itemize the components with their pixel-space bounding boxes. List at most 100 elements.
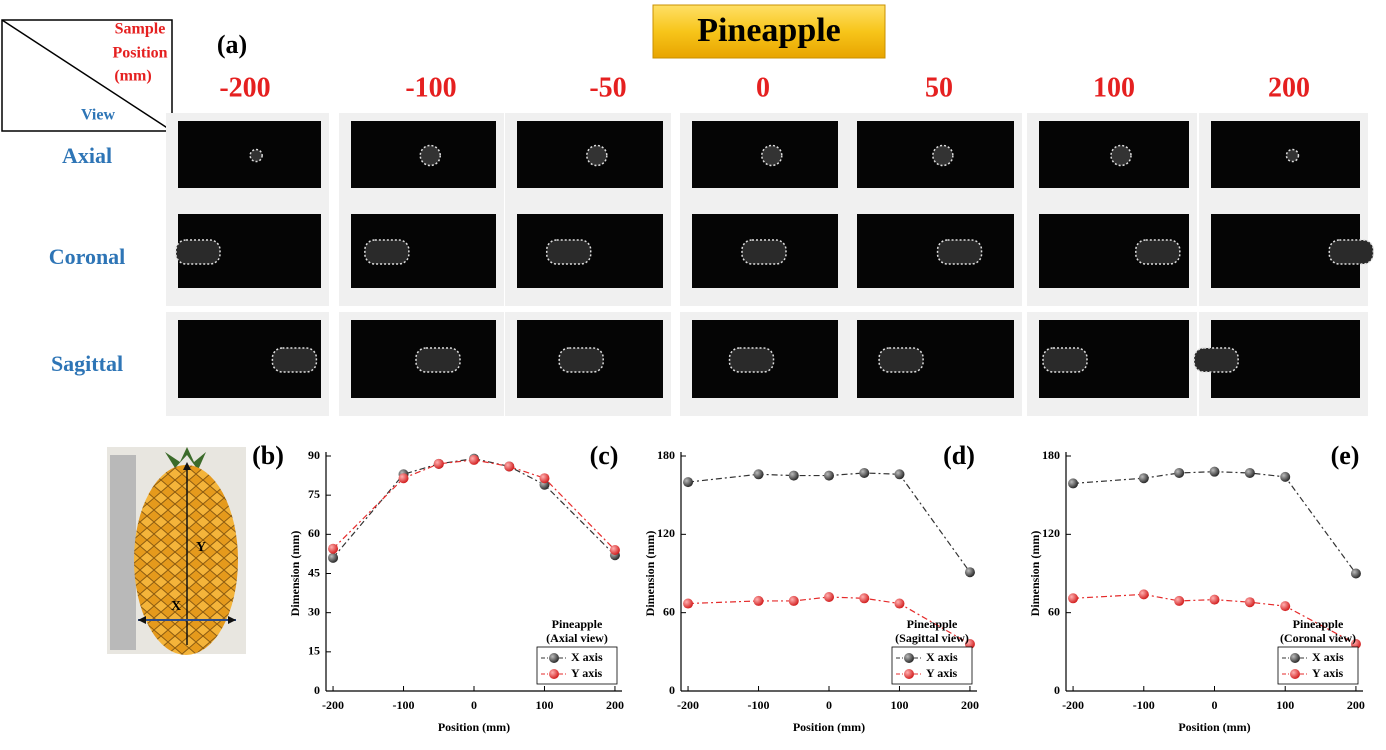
series-line — [1073, 471, 1357, 574]
scan-blob — [761, 144, 783, 167]
legend-label: Y axis — [571, 666, 603, 680]
x-axis-label: Position (mm) — [438, 720, 510, 734]
scan-blob — [1285, 148, 1300, 163]
panel-label: (d) — [943, 441, 975, 470]
y-axis-label: Dimension (mm) — [288, 531, 302, 617]
scan-blob — [419, 144, 441, 167]
scan-image — [1199, 206, 1375, 306]
data-point — [1280, 601, 1291, 612]
data-point — [1244, 597, 1255, 608]
legend-box — [891, 646, 973, 685]
scan-image — [845, 312, 1022, 416]
panel-label: (b) — [252, 441, 284, 470]
data-point — [504, 461, 515, 472]
scan-image — [166, 113, 329, 206]
image-area — [1211, 121, 1360, 188]
data-point — [1209, 466, 1220, 477]
y-tick-label: 0 — [314, 683, 320, 697]
photo — [107, 447, 246, 655]
data-point — [433, 458, 444, 469]
title-box — [652, 4, 886, 59]
legend-box — [536, 646, 618, 685]
data-point — [824, 470, 834, 481]
x-axis-label: Position (mm) — [1178, 720, 1250, 734]
x-tick-label: 0 — [471, 698, 477, 712]
scan-image — [166, 206, 329, 306]
scan-image — [1027, 113, 1197, 206]
scan-blob — [1042, 347, 1088, 373]
scan-blob — [878, 347, 924, 373]
x-tick-label: -100 — [748, 698, 770, 712]
scan-blob — [249, 148, 263, 163]
data-point — [894, 469, 905, 480]
data-point — [1174, 467, 1185, 478]
scan-blob — [936, 239, 983, 265]
data-point — [824, 592, 834, 602]
x-tick-label: -100 — [393, 698, 415, 712]
x-tick-label: -200 — [322, 698, 344, 712]
data-point — [1138, 589, 1149, 600]
scan-blob — [558, 347, 604, 373]
scan-blob — [1110, 144, 1132, 167]
legend-marker — [549, 669, 559, 679]
legend-label: X axis — [926, 650, 958, 664]
y-tick-label: 90 — [308, 448, 320, 462]
y-tick-label: 30 — [308, 604, 320, 618]
data-point — [753, 469, 764, 480]
corner-diagonal — [1, 19, 173, 132]
scan-blob — [364, 239, 410, 265]
x-tick-label: 100 — [890, 698, 908, 712]
y-tick-label: 120 — [1042, 526, 1060, 540]
scan-image — [845, 113, 1022, 206]
scan-image — [339, 312, 504, 416]
legend-title: (Sagittal view) — [895, 631, 969, 645]
legend-label: Y axis — [1312, 666, 1344, 680]
column-label: -200 — [219, 72, 270, 103]
data-point — [683, 477, 694, 488]
column-label: 0 — [756, 72, 770, 103]
y-tick-label: 180 — [1042, 448, 1060, 462]
data-point — [1209, 594, 1220, 605]
data-point — [1068, 478, 1079, 489]
legend-marker — [904, 653, 914, 663]
series-line — [332, 459, 616, 551]
x-tick-label: 0 — [1212, 698, 1218, 712]
y-axis-label: Dimension (mm) — [643, 531, 657, 617]
legend-title: Pineapple — [552, 617, 603, 631]
column-label: -100 — [405, 72, 456, 103]
series-line — [687, 472, 971, 573]
x-tick-label: 200 — [961, 698, 979, 712]
y-tick-label: 120 — [657, 526, 675, 540]
y-tick-label: 0 — [1054, 683, 1060, 697]
legend-label: X axis — [1312, 650, 1344, 664]
data-point — [788, 470, 799, 481]
row-label: Axial — [62, 143, 112, 168]
scan-blob — [586, 144, 608, 167]
data-point — [753, 595, 764, 606]
y-tick-label: 0 — [669, 683, 675, 697]
data-point — [1174, 595, 1185, 606]
column-label: 200 — [1268, 72, 1310, 103]
x-tick-label: 0 — [826, 698, 832, 712]
legend-title: (Axial view) — [546, 631, 608, 645]
corner-box — [1, 19, 173, 132]
data-point — [398, 473, 409, 484]
x-tick-label: 200 — [606, 698, 624, 712]
scan-blob — [741, 239, 787, 265]
corner-label: View — [81, 107, 116, 124]
scan-image — [1199, 113, 1368, 206]
y-tick-label: 75 — [308, 487, 320, 501]
data-point — [683, 598, 694, 609]
y-tick-label: 45 — [308, 565, 320, 579]
data-point — [1138, 473, 1149, 484]
x-tick-label: 100 — [535, 698, 553, 712]
data-point — [788, 595, 799, 606]
x-tick-label: 100 — [1276, 698, 1294, 712]
scan-blob — [175, 239, 221, 265]
legend-label: X axis — [571, 650, 603, 664]
scan-image — [505, 312, 671, 416]
data-point — [1068, 593, 1079, 604]
data-point — [964, 567, 975, 578]
panel-label: (c) — [590, 441, 619, 470]
scan-image — [505, 113, 671, 206]
